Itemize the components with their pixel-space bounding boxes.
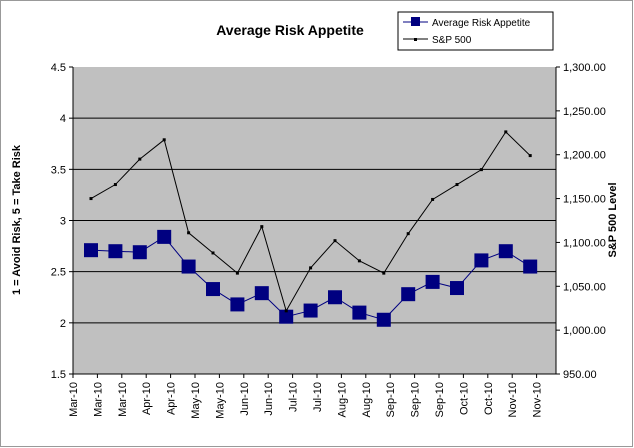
data-point-sp500 xyxy=(333,239,337,243)
data-point-risk xyxy=(401,287,416,302)
y-tick-label: 4.5 xyxy=(51,62,66,74)
x-tick-label: Aug-10 xyxy=(336,382,348,417)
data-point-sp500 xyxy=(528,154,532,158)
data-point-risk xyxy=(523,259,538,274)
data-point-sp500 xyxy=(357,259,361,263)
x-tick-label: Sep-10 xyxy=(410,382,422,417)
data-point-risk xyxy=(108,244,123,259)
data-point-risk xyxy=(132,245,147,260)
data-point-risk xyxy=(352,305,367,320)
y2-tick-label: 950.00 xyxy=(563,369,597,381)
x-tick-label: Oct-10 xyxy=(458,382,470,415)
chart-title: Average Risk Appetite xyxy=(216,22,364,38)
y2-tick-label: 1,000.00 xyxy=(563,325,606,337)
legend-label-risk: Average Risk Appetite xyxy=(432,18,531,29)
data-point-sp500 xyxy=(89,197,93,201)
x-tick-label: Apr-10 xyxy=(166,382,178,415)
data-point-risk xyxy=(498,244,513,259)
y2-axis-label: S&P 500 Level xyxy=(607,182,619,257)
y2-tick-label: 1,100.00 xyxy=(563,237,606,249)
data-point-sp500 xyxy=(138,157,142,161)
x-tick-label: Jul-10 xyxy=(288,382,300,412)
data-point-risk xyxy=(181,259,196,274)
y-tick-label: 3.5 xyxy=(51,164,66,176)
data-point-sp500 xyxy=(479,168,483,172)
x-tick-label: May-10 xyxy=(190,382,202,419)
x-tick-label: May-10 xyxy=(214,382,226,419)
x-tick-label: Mar-10 xyxy=(68,382,80,417)
data-point-risk xyxy=(376,312,391,327)
x-tick-label: Nov-10 xyxy=(507,382,519,417)
y2-tick-label: 1,050.00 xyxy=(563,281,606,293)
data-point-risk xyxy=(206,282,220,297)
data-point-sp500 xyxy=(113,183,117,187)
y2-tick-label: 1,250.00 xyxy=(563,106,606,118)
x-tick-label: Apr-10 xyxy=(141,382,153,415)
data-point-risk xyxy=(279,309,294,324)
x-tick-label: Sep-10 xyxy=(385,382,397,417)
data-point-risk xyxy=(84,243,98,258)
data-point-sp500 xyxy=(235,271,239,275)
y2-tick-label: 1,300.00 xyxy=(563,62,606,74)
y-tick-label: 3 xyxy=(60,216,66,228)
y-tick-label: 4 xyxy=(60,113,66,125)
data-point-risk xyxy=(425,274,440,289)
x-tick-label: Mar-10 xyxy=(117,382,129,417)
x-tick-label: Aug-10 xyxy=(361,382,373,417)
data-point-sp500 xyxy=(382,271,386,275)
data-point-risk xyxy=(450,281,464,296)
x-tick-label: Mar-10 xyxy=(92,382,104,417)
legend-dot-marker-icon xyxy=(414,38,417,41)
data-point-sp500 xyxy=(455,183,459,187)
data-point-sp500 xyxy=(211,251,215,255)
data-point-sp500 xyxy=(284,309,288,313)
x-tick-label: Sep-10 xyxy=(434,382,446,417)
data-point-sp500 xyxy=(162,138,166,142)
x-tick-label: Oct-10 xyxy=(483,382,495,415)
data-point-risk xyxy=(157,229,172,244)
data-point-risk xyxy=(254,286,269,301)
data-point-sp500 xyxy=(309,266,313,270)
x-tick-label: Jun-10 xyxy=(263,382,275,416)
legend-label-sp500: S&P 500 xyxy=(432,35,472,46)
data-point-sp500 xyxy=(431,197,435,201)
x-tick-label: Nov-10 xyxy=(532,382,544,417)
y2-tick-label: 1,200.00 xyxy=(563,150,606,162)
x-tick-label: Jun-10 xyxy=(239,382,251,416)
x-tick-label: Jul-10 xyxy=(312,382,324,412)
data-point-risk xyxy=(328,290,342,305)
data-point-sp500 xyxy=(187,231,191,235)
y-axis-label: 1 = Avoid Risk, 5 = Take Risk xyxy=(11,144,23,295)
y-tick-label: 2.5 xyxy=(51,267,66,279)
data-point-sp500 xyxy=(260,225,264,229)
legend-square-marker-icon xyxy=(411,17,420,26)
data-point-risk xyxy=(474,253,489,268)
y-tick-label: 1.5 xyxy=(51,369,66,381)
data-point-risk xyxy=(303,303,318,318)
data-point-sp500 xyxy=(504,130,508,134)
data-point-risk xyxy=(230,297,245,312)
data-point-sp500 xyxy=(406,232,410,236)
y-tick-label: 2 xyxy=(60,318,66,330)
y2-tick-label: 1,150.00 xyxy=(563,194,606,206)
legend: Average Risk Appetite S&P 500 xyxy=(397,11,554,51)
